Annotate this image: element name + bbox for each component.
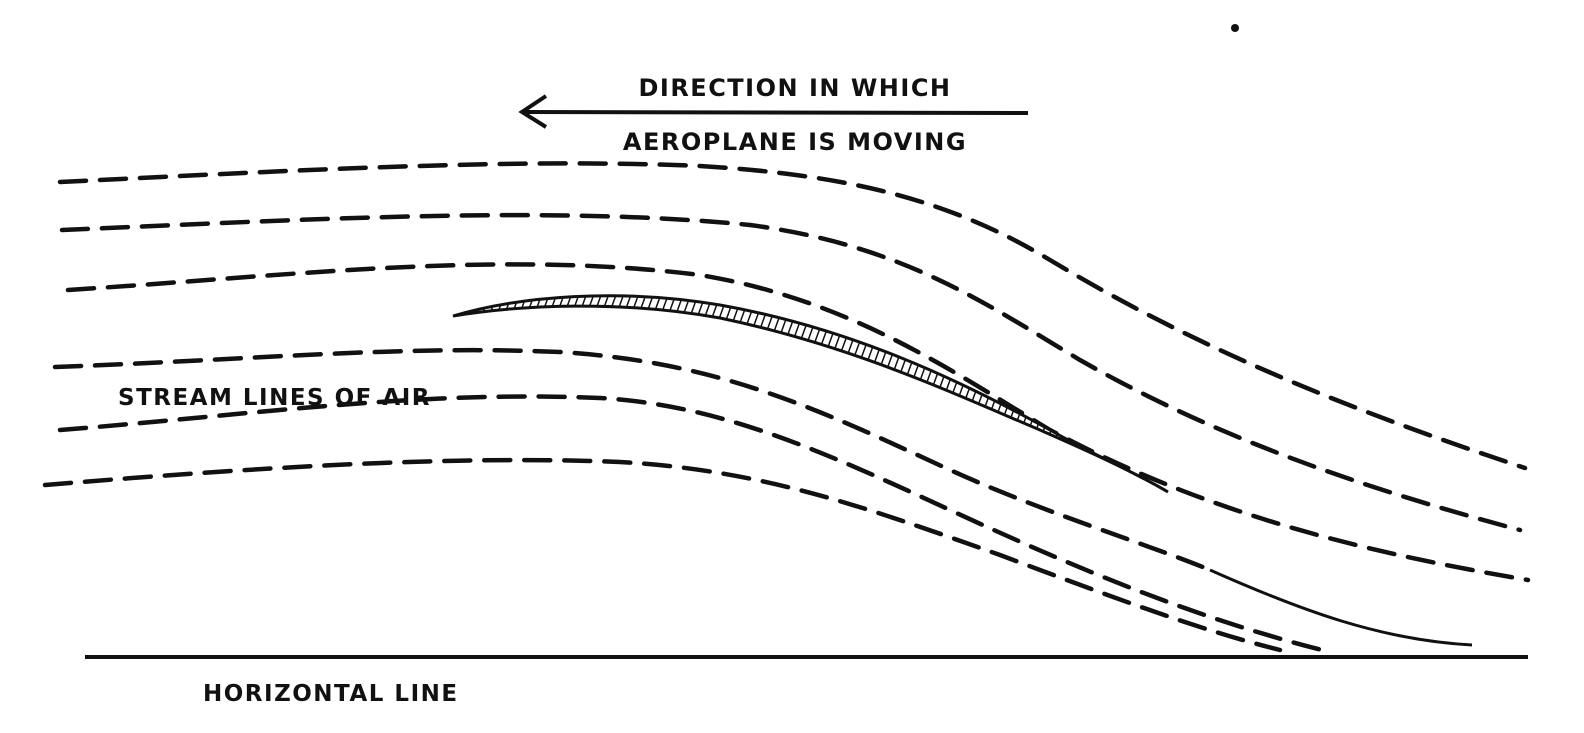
direction-arrow — [518, 94, 1029, 129]
streamline-2 — [59, 212, 1523, 533]
streamline-5 — [57, 394, 1333, 655]
streamline-4-solid-end — [1209, 568, 1473, 647]
horizontal-label: HORIZONTAL LINE — [203, 681, 459, 707]
direction-label-line2: AEROPLANE IS MOVING — [623, 128, 967, 156]
streamline-3 — [65, 262, 1531, 583]
streamline-1 — [57, 161, 1528, 471]
wing-airfoil — [452, 294, 1169, 494]
streamline-4 — [52, 347, 1213, 573]
streamline-6 — [42, 457, 1283, 653]
ink-speck — [1231, 24, 1239, 32]
direction-label-line1: DIRECTION IN WHICH — [638, 74, 951, 102]
streamlines-label: STREAM LINES OF AIR — [118, 385, 431, 411]
